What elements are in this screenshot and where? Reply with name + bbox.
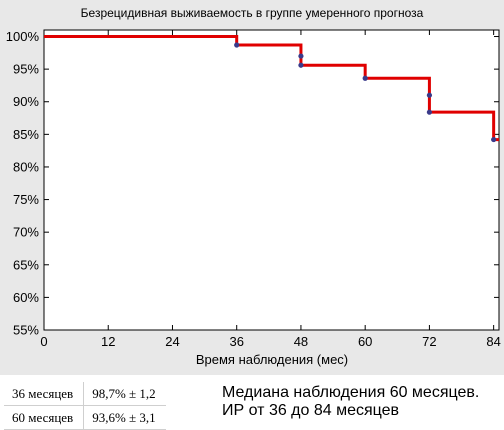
x-axis-title: Время наблюдения (мес)	[196, 352, 348, 367]
y-tick-label: 90%	[13, 94, 39, 109]
censor-mark	[491, 136, 497, 143]
y-tick-label: 100%	[6, 29, 40, 44]
x-tick-label: 24	[165, 334, 179, 349]
y-axis: 100% 95% 90% 85% 80% 75% 70% 65% 60% 55%	[6, 29, 499, 338]
chart-background: Безрецидивная выживаемость в группе умер…	[0, 0, 504, 375]
median-note: Медиана наблюдения 60 месяцев. ИР от 36 …	[222, 384, 479, 420]
x-tick-label: 48	[294, 334, 308, 349]
y-tick-label: 75%	[13, 192, 39, 207]
rate-cell: 98,7% ± 1,2	[83, 382, 166, 406]
table-row: 36 месяцев 98,7% ± 1,2	[4, 382, 166, 406]
y-tick-label: 55%	[13, 323, 39, 338]
y-tick-label: 95%	[13, 62, 39, 77]
censor-mark	[298, 62, 304, 68]
survival-series	[44, 35, 499, 143]
censor-mark	[234, 42, 240, 48]
y-tick-label: 80%	[13, 159, 39, 174]
period-cell: 60 месяцев	[4, 405, 84, 430]
censor-mark	[426, 92, 433, 98]
x-tick-label: 60	[358, 334, 372, 349]
x-axis: 0 12 24 36 48 60 72 84	[40, 30, 501, 349]
x-tick-label: 84	[486, 334, 500, 349]
censor-mark	[362, 75, 368, 81]
table-row: 60 месяцев 93,6% ± 3,1	[4, 405, 166, 430]
censor-mark	[298, 53, 304, 59]
period-cell: 36 месяцев	[4, 382, 84, 406]
y-tick-label: 65%	[13, 257, 39, 272]
x-tick-label: 0	[40, 334, 47, 349]
chart-title: Безрецидивная выживаемость в группе умер…	[81, 6, 424, 20]
plot-frame	[43, 29, 500, 331]
x-tick-label: 36	[229, 334, 243, 349]
median-note-line-1: Медиана наблюдения 60 месяцев.	[222, 384, 480, 401]
x-tick-label: 12	[101, 334, 115, 349]
censor-mark	[426, 109, 433, 115]
x-tick-label: 72	[422, 334, 436, 349]
survival-rates-table: 36 месяцев 98,7% ± 1,2 60 месяцев 93,6% …	[4, 382, 166, 430]
rate-cell: 93,6% ± 3,1	[83, 405, 166, 430]
survival-chart: Безрецидивная выживаемость в группе умер…	[6, 6, 501, 367]
y-tick-label: 70%	[13, 225, 39, 240]
y-tick-label: 85%	[13, 127, 39, 142]
y-tick-label: 60%	[13, 290, 39, 305]
median-note-line-2: ИР от 36 до 84 месяцев	[222, 402, 400, 419]
